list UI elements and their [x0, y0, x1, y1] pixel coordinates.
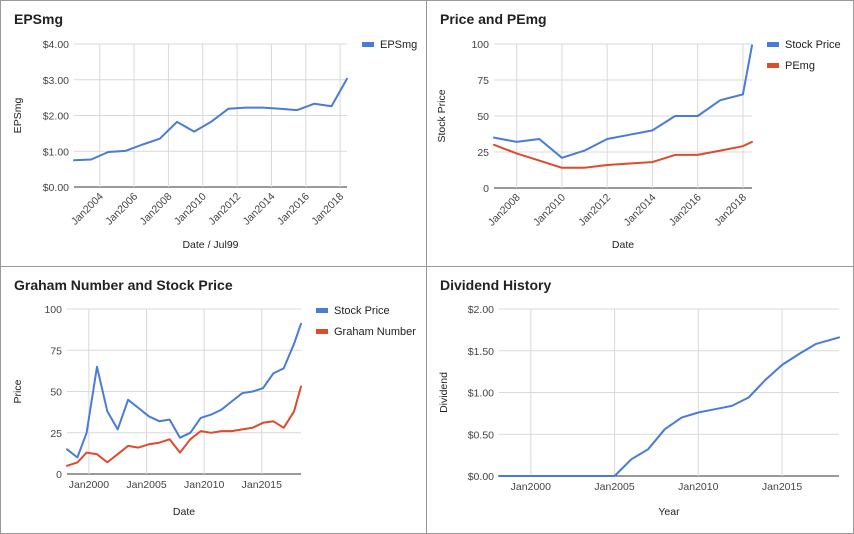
- legend-swatch: [767, 42, 779, 47]
- x-tick-label: Jan2010: [172, 191, 209, 228]
- x-tick-label: Jan2000: [511, 481, 551, 493]
- y-tick-label: $0.50: [468, 429, 494, 441]
- x-tick-label: Jan2006: [103, 191, 140, 228]
- x-tick-label: Jan2018: [712, 192, 749, 229]
- legend-swatch: [316, 329, 328, 334]
- y-tick-label: 100: [471, 39, 489, 51]
- x-axis-label: Date: [173, 506, 195, 518]
- y-tick-label: $2.00: [468, 304, 494, 316]
- chart-title: Price and PEmg: [440, 11, 547, 27]
- legend-label: Stock Price: [785, 39, 841, 51]
- chart-title: Dividend History: [440, 277, 551, 293]
- x-tick-label: Jan2010: [678, 481, 718, 493]
- y-axis-label: Dividend: [438, 372, 450, 413]
- x-tick-label: Jan2000: [69, 479, 109, 491]
- x-tick-label: Jan2014: [241, 191, 278, 228]
- legend-swatch: [767, 63, 779, 68]
- x-tick-label: Jan2005: [594, 481, 634, 493]
- series-line: [73, 77, 348, 162]
- y-tick-label: 75: [477, 75, 489, 87]
- x-tick-label: Jan2016: [275, 191, 312, 228]
- series-line: [66, 322, 302, 459]
- legend-label: Graham Number: [334, 326, 416, 338]
- x-tick-label: Jan2014: [622, 192, 659, 229]
- y-tick-label: $1.00: [468, 388, 494, 400]
- y-axis-label: Price: [12, 379, 24, 403]
- x-tick-label: Jan2015: [762, 481, 802, 493]
- chart-title: Graham Number and Stock Price: [14, 277, 233, 293]
- legend-label: EPSmg: [380, 39, 417, 51]
- y-tick-label: $2.00: [43, 111, 69, 123]
- eps-chart-panel: EPSmg $0.00 $1.00 $2.00 $3.00 $4.00 Jan2004 Jan…: [0, 0, 427, 267]
- x-tick-label: Jan2016: [667, 192, 704, 229]
- dividend-chart-panel: Dividend History $0.00 $0.50 $1.00 $1.50 $2.0…: [426, 266, 854, 534]
- legend-label: PEmg: [785, 60, 815, 72]
- series-line: [493, 44, 753, 159]
- chart-title: EPSmg: [14, 11, 63, 27]
- chart-svg: Graham Number and Stock Price 0 25 50 75 100 J…: [12, 277, 416, 518]
- chart-svg: EPSmg$0.00$1.00$2.00$3.00$4.00Jan2004Jan…: [12, 11, 417, 251]
- x-tick-label: Jan2010: [531, 192, 568, 229]
- series-line: [493, 140, 753, 169]
- x-tick-label: Jan2012: [206, 191, 243, 228]
- legend-label: Stock Price: [334, 305, 390, 317]
- y-tick-label: $0.00: [468, 471, 494, 483]
- price-pe-chart-panel: Price and PEmg 0 25 50 75 100 Jan2008 Jan2010 Ja…: [426, 0, 854, 267]
- x-axis-label: Date: [612, 239, 634, 251]
- y-axis-label: Stock Price: [436, 89, 448, 142]
- x-tick-label: Jan2012: [576, 192, 613, 229]
- chart-svg: Dividend History $0.00 $0.50 $1.00 $1.50 $2.0…: [438, 277, 840, 518]
- x-tick-label: Jan2015: [242, 479, 282, 491]
- x-tick-label: Jan2010: [184, 479, 224, 491]
- y-axis-label: EPSmg: [12, 98, 24, 134]
- legend-swatch: [316, 308, 328, 313]
- y-tick-label: 100: [44, 304, 62, 316]
- x-tick-label: Jan2018: [309, 191, 346, 228]
- y-tick-label: 0: [56, 469, 62, 481]
- x-axis-label: Year: [658, 506, 680, 518]
- x-tick-label: Jan2004: [69, 191, 106, 228]
- y-tick-label: 75: [50, 345, 62, 357]
- series-line: [66, 385, 302, 467]
- x-tick-label: Jan2005: [126, 479, 166, 491]
- y-tick-label: $3.00: [43, 75, 69, 87]
- y-tick-label: 50: [50, 387, 62, 399]
- y-tick-label: $0.00: [43, 182, 69, 194]
- x-tick-label: Jan2008: [486, 192, 523, 229]
- y-tick-label: $1.50: [468, 346, 494, 358]
- y-tick-label: 50: [477, 111, 489, 123]
- y-tick-label: 25: [50, 428, 62, 440]
- y-tick-label: $4.00: [43, 39, 69, 51]
- graham-chart-panel: Graham Number and Stock Price 0 25 50 75 100 J…: [0, 266, 427, 534]
- series-line: [498, 336, 840, 477]
- x-tick-label: Jan2008: [138, 191, 175, 228]
- legend-swatch: [362, 42, 374, 47]
- x-axis-label: Date / Jul99: [182, 239, 238, 251]
- y-tick-label: 0: [483, 183, 489, 195]
- y-tick-label: $1.00: [43, 146, 69, 158]
- y-tick-label: 25: [477, 147, 489, 159]
